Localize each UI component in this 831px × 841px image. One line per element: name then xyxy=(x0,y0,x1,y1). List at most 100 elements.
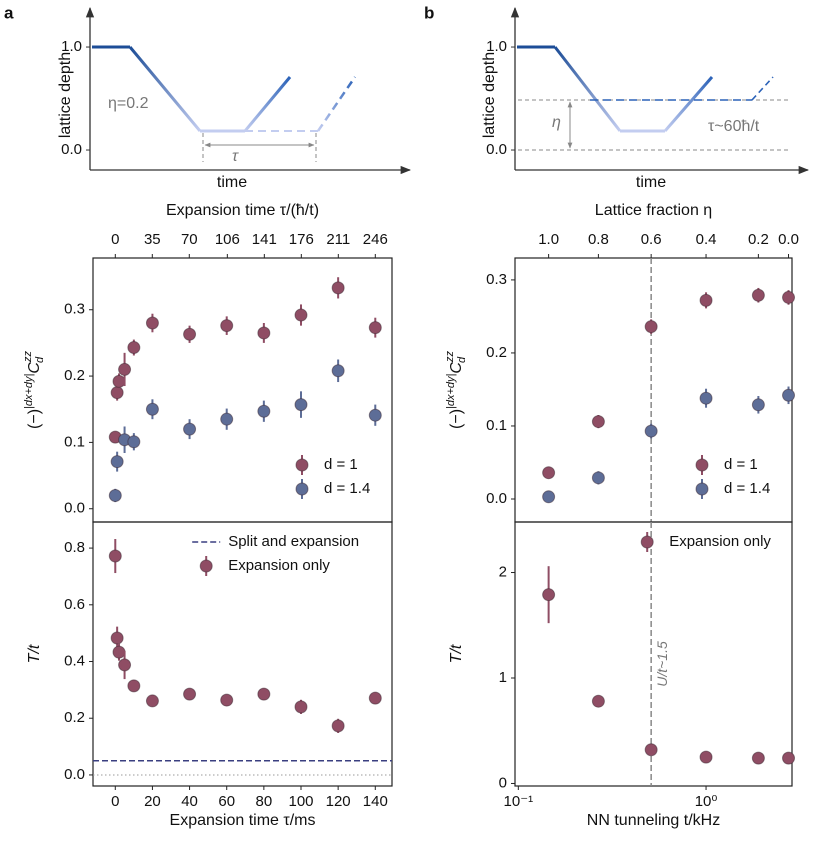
y-axis-label: lattice depth xyxy=(481,52,498,138)
data-point xyxy=(127,679,141,693)
x2-tick-label: 141 xyxy=(252,231,277,248)
x2-tick-label: 211 xyxy=(326,231,350,248)
data-point xyxy=(108,549,122,563)
y-tick-label: 0.0 xyxy=(64,766,85,783)
y-axis-label-part: (−) xyxy=(448,409,465,429)
annotation: η=0.2 xyxy=(108,95,149,112)
panel-label: a xyxy=(4,3,14,22)
data-point xyxy=(591,415,605,429)
legend-label: d = 1 xyxy=(324,456,358,473)
x2-axis-label: Expansion time τ/(ħ/t) xyxy=(166,202,319,219)
x2-tick-label: 246 xyxy=(363,231,388,248)
data-point xyxy=(127,341,141,355)
data-point xyxy=(220,412,234,426)
data-point xyxy=(145,694,159,708)
legend-swatch xyxy=(295,458,309,472)
legend-swatch xyxy=(695,458,709,472)
y-axis-label-part: |dx+dy| xyxy=(23,373,35,409)
data-point xyxy=(331,281,345,295)
y-tick-label: 0.1 xyxy=(486,417,507,434)
x-tick-label: 20 xyxy=(144,793,161,810)
data-point xyxy=(751,288,765,302)
data-point xyxy=(108,488,122,502)
data-point xyxy=(257,404,271,418)
plot-frame xyxy=(92,521,393,787)
y-tick-label: 0.2 xyxy=(64,709,85,726)
x-axis-label: NN tunneling t/kHz xyxy=(587,812,720,829)
x-axis-label: time xyxy=(636,174,666,191)
plot-frame xyxy=(514,521,793,787)
data-point xyxy=(183,422,197,436)
data-point xyxy=(644,424,658,438)
y-axis-label-part: d xyxy=(34,356,46,363)
schematic-a xyxy=(85,6,412,175)
legend-swatch xyxy=(199,559,213,573)
y-axis-label-part: d xyxy=(456,356,468,363)
y-tick-label: 0.2 xyxy=(486,344,507,361)
legend-label: d = 1.4 xyxy=(324,480,370,497)
annotation: τ xyxy=(232,148,239,165)
data-point xyxy=(145,402,159,416)
data-point xyxy=(220,319,234,333)
y-tick-label: 0.2 xyxy=(64,367,85,384)
x2-tick-label: 1.0 xyxy=(538,231,559,248)
y-tick-label: 0.3 xyxy=(64,301,85,318)
data-point xyxy=(257,687,271,701)
x2-tick-label: 35 xyxy=(144,231,161,248)
y-tick-label: 0.3 xyxy=(486,271,507,288)
x-axis-label: time xyxy=(217,174,247,191)
panel-label: b xyxy=(424,3,434,22)
y-axis-label-part: |dx+dy| xyxy=(445,373,457,409)
x-tick-label: 80 xyxy=(256,793,273,810)
data-point xyxy=(331,364,345,378)
x2-tick-label: 70 xyxy=(181,231,198,248)
data-point xyxy=(782,388,796,402)
data-point xyxy=(294,700,308,714)
data-point xyxy=(294,398,308,412)
y-axis-label: (−)|dx+dy|Czzd xyxy=(22,351,46,429)
data-point xyxy=(368,691,382,705)
legend-label: d = 1 xyxy=(724,456,758,473)
x2-tick-label: 0.8 xyxy=(588,231,609,248)
data-point xyxy=(368,408,382,422)
data-point xyxy=(118,362,132,376)
data-point xyxy=(644,320,658,334)
data-point xyxy=(110,631,124,645)
data-point xyxy=(145,316,159,330)
y-tick-label: 1 xyxy=(499,669,507,686)
y-tick-label: 0.0 xyxy=(486,490,507,507)
annotation: η xyxy=(552,114,561,131)
x-tick-label: 60 xyxy=(218,793,235,810)
x2-tick-label: 176 xyxy=(289,231,314,248)
y-axis-label-part: C xyxy=(448,362,465,374)
y-tick-label: 0 xyxy=(499,774,507,791)
x-tick-label: 10⁻¹ xyxy=(504,793,534,810)
data-point xyxy=(110,386,124,400)
annotation: τ~60ħ/t xyxy=(708,118,760,135)
x-tick-label: 140 xyxy=(363,793,388,810)
y-axis-label: lattice depth xyxy=(57,52,74,138)
y-axis-label: T/t xyxy=(448,644,465,663)
x2-tick-label: 106 xyxy=(215,231,240,248)
data-point xyxy=(699,293,713,307)
legend-swatch xyxy=(640,535,654,549)
y-tick-label: 0.0 xyxy=(61,141,82,158)
x2-tick-label: 0.0 xyxy=(778,231,799,248)
legend-label: Split and expansion xyxy=(228,533,359,550)
data-point xyxy=(127,435,141,449)
data-point xyxy=(782,751,796,765)
x-tick-label: 10⁰ xyxy=(695,793,718,810)
y-tick-label: 0.0 xyxy=(64,500,85,517)
y-axis-label: (−)|dx+dy|Czzd xyxy=(444,351,468,429)
data-point xyxy=(542,588,556,602)
legend-label: Expansion only xyxy=(669,533,771,550)
schematic-b xyxy=(510,6,810,175)
data-point xyxy=(782,290,796,304)
data-point xyxy=(331,719,345,733)
data-point xyxy=(699,750,713,764)
x2-tick-label: 0.2 xyxy=(748,231,769,248)
data-point xyxy=(294,308,308,322)
data-point xyxy=(368,321,382,335)
legend-label: d = 1.4 xyxy=(724,480,770,497)
